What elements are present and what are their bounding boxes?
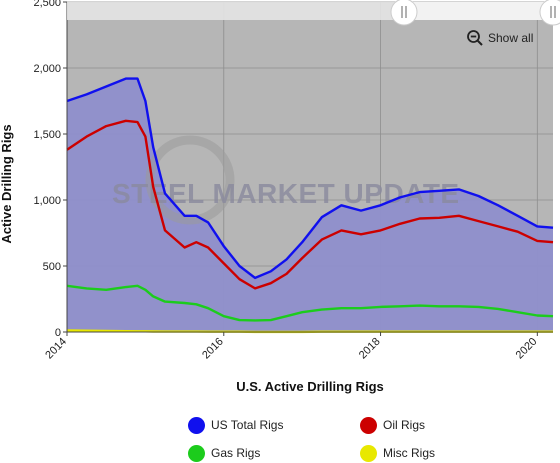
x-axis-title: U.S. Active Drilling Rigs [236, 379, 384, 394]
legend-label: Oil Rigs [383, 418, 426, 432]
handle-knob [390, 0, 418, 26]
legend-swatch [360, 444, 377, 462]
series-line-us-total-rigs [66, 77, 554, 280]
legend-item-gas[interactable]: Gas Rigs [188, 443, 260, 463]
legend-item-oil[interactable]: Oil Rigs [360, 415, 425, 435]
series-line-oil-rigs [66, 119, 554, 290]
range-navigator[interactable] [67, 0, 560, 26]
legend: US Total Rigs Oil Rigs Gas Rigs Misc Rig… [0, 405, 560, 462]
range-handle-left[interactable] [390, 0, 418, 26]
legend-label: Misc Rigs [383, 446, 436, 460]
show-all-label: Show all [488, 31, 534, 45]
zoom-out-icon [467, 30, 483, 46]
watermark-ring [145, 135, 235, 225]
x-tick-label: 2018 [357, 336, 383, 362]
y-tick-label: 2,500 [33, 0, 61, 9]
x-tick-label: 2016 [200, 336, 226, 362]
legend-item-us-total[interactable]: US Total Rigs [188, 415, 283, 435]
watermark-text: STEEL MARKET UPDATE [112, 178, 460, 209]
legend-label: US Total Rigs [211, 418, 284, 432]
legend-swatch [188, 444, 205, 462]
legend-swatch [188, 416, 205, 434]
us-total-area [67, 78, 553, 332]
plot-area: STEEL MARKET UPDATE [66, 1, 554, 334]
legend-swatch [360, 416, 377, 434]
y-tick-label: 500 [43, 261, 61, 273]
x-tick-label: 2020 [514, 336, 540, 362]
range-handle-right[interactable] [539, 0, 560, 26]
y-tick-label: 1,500 [33, 129, 61, 141]
y-tick-label: 0 [55, 327, 61, 339]
show-all-button[interactable]: Show all [466, 29, 533, 47]
y-tick-label: 2,000 [33, 63, 61, 75]
series-line-gas-rigs [66, 284, 554, 322]
y-tick-label: 1,000 [33, 195, 61, 207]
watermark: STEEL MARKET UPDATE [112, 135, 460, 225]
axes: 0 500 1,000 1,500 2,000 2,500 2014 2016 2018 2020 [33, 0, 560, 361]
navigator-selection [404, 2, 553, 20]
x-tick-label: 2014 [43, 336, 69, 362]
legend-label: Gas Rigs [211, 446, 261, 460]
y-axis-title: Active Drilling Rigs [0, 124, 14, 243]
legend-item-misc[interactable]: Misc Rigs [360, 443, 435, 463]
